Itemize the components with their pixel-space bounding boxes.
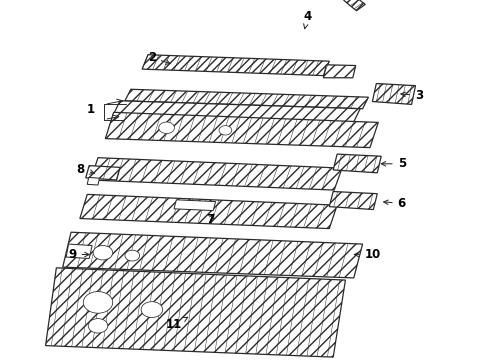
Text: 3: 3	[401, 89, 423, 102]
Text: 5: 5	[381, 157, 406, 170]
Circle shape	[125, 250, 140, 261]
Text: 8: 8	[77, 163, 94, 176]
Text: 7: 7	[207, 213, 215, 226]
Polygon shape	[105, 112, 378, 148]
Text: 9: 9	[69, 248, 89, 261]
Polygon shape	[80, 194, 337, 229]
Circle shape	[141, 302, 163, 318]
Text: 6: 6	[384, 197, 406, 210]
Circle shape	[159, 122, 174, 134]
Polygon shape	[142, 55, 329, 76]
Polygon shape	[91, 158, 342, 190]
Polygon shape	[329, 192, 377, 210]
Circle shape	[88, 319, 108, 333]
Circle shape	[219, 126, 232, 135]
Text: 11: 11	[166, 317, 188, 331]
Text: 10: 10	[354, 248, 381, 261]
Circle shape	[83, 292, 113, 313]
Polygon shape	[46, 268, 345, 357]
Text: 4: 4	[304, 10, 312, 29]
Polygon shape	[63, 232, 363, 278]
Polygon shape	[125, 89, 368, 109]
Polygon shape	[174, 200, 216, 211]
Polygon shape	[323, 65, 356, 78]
Polygon shape	[333, 154, 381, 173]
Polygon shape	[87, 177, 99, 185]
Polygon shape	[66, 244, 92, 258]
Circle shape	[93, 246, 113, 260]
Polygon shape	[86, 166, 120, 180]
Text: 1: 1	[87, 103, 95, 116]
Text: 2: 2	[148, 51, 170, 64]
Polygon shape	[372, 84, 416, 104]
Polygon shape	[113, 101, 360, 124]
Polygon shape	[314, 0, 365, 11]
